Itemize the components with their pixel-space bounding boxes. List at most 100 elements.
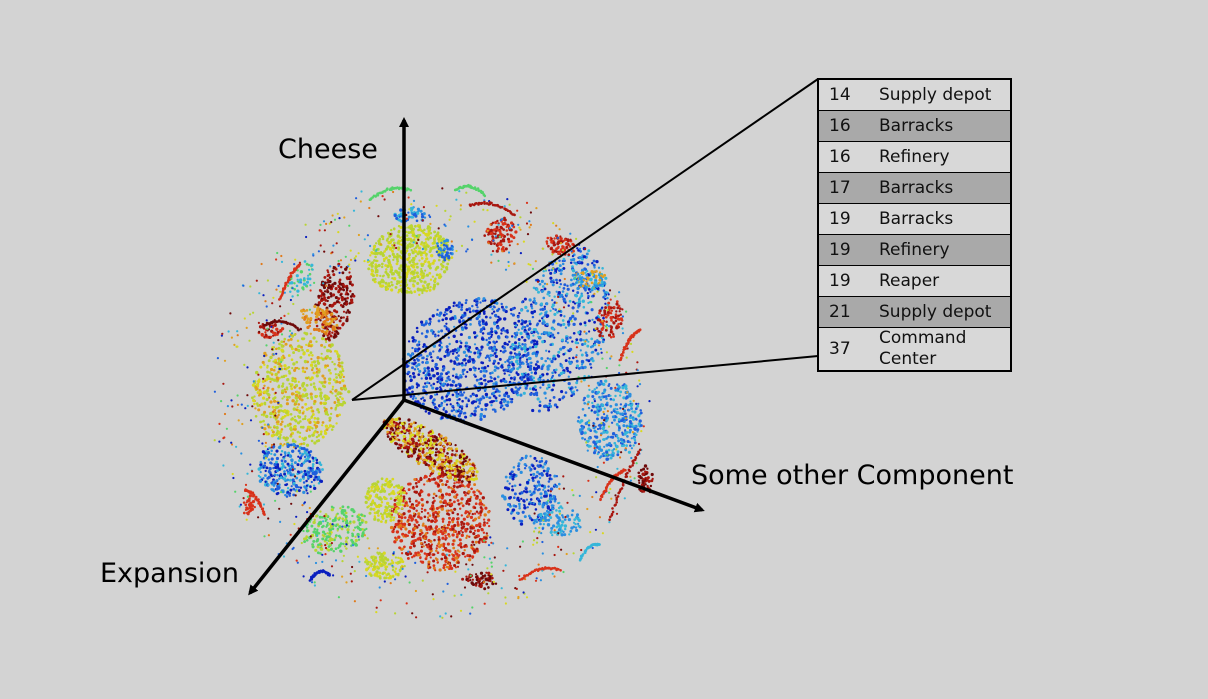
embedding-point <box>581 436 584 440</box>
embedding-point <box>317 410 321 414</box>
embedding-point <box>551 327 555 331</box>
embedding-point <box>442 384 445 388</box>
embedding-point <box>563 315 566 318</box>
embedding-point <box>431 261 435 265</box>
embedding-point <box>562 266 566 270</box>
embedding-point <box>408 482 412 486</box>
embedding-point <box>444 536 448 540</box>
embedding-point <box>291 478 295 482</box>
embedding-point <box>401 503 404 507</box>
embedding-point <box>321 357 325 361</box>
embedding-point <box>443 399 447 403</box>
embedding-point <box>534 367 539 371</box>
embedding-point <box>451 374 455 377</box>
embedding-point <box>420 332 424 335</box>
embedding-point <box>341 379 345 383</box>
embedding-point <box>451 393 455 397</box>
embedding-point <box>263 384 266 387</box>
embedding-point <box>436 476 440 480</box>
embedding-point <box>391 424 395 428</box>
embedding-point <box>475 298 478 301</box>
embedding-point <box>415 265 419 269</box>
embedding-point <box>489 354 493 358</box>
embedding-point <box>552 369 556 372</box>
embedding-point <box>408 545 413 550</box>
embedding-point <box>495 315 498 318</box>
embedding-point <box>429 441 433 445</box>
embedding-point <box>415 383 419 386</box>
embedding-point <box>514 324 518 327</box>
embedding-point <box>591 359 595 363</box>
embedding-point <box>464 363 467 367</box>
embedding-point <box>344 540 348 543</box>
embedding-point <box>447 520 451 524</box>
embedding-point <box>587 249 591 253</box>
embedding-point <box>538 282 542 286</box>
embedding-point <box>319 394 323 398</box>
embedding-point <box>371 499 375 502</box>
embedding-point <box>609 453 612 457</box>
embedding-point <box>415 326 419 330</box>
embedding-point <box>427 493 431 497</box>
embedding-point <box>501 328 505 332</box>
embedding-point <box>290 418 293 421</box>
embedding-point <box>304 415 307 418</box>
embedding-point <box>592 259 596 263</box>
embedding-point <box>464 493 467 497</box>
embedding-point <box>578 260 581 264</box>
embedding-point <box>320 381 324 385</box>
embedding-point <box>605 437 608 440</box>
embedding-point <box>528 357 532 360</box>
embedding-point <box>299 420 302 423</box>
embedding-point <box>492 362 496 365</box>
embedding-point <box>475 470 479 474</box>
embedding-point <box>597 340 601 345</box>
embedding-point <box>432 513 435 517</box>
embedding-point <box>598 427 602 430</box>
embedding-point <box>460 308 463 311</box>
embedding-point <box>289 385 293 388</box>
embedding-point <box>334 534 338 537</box>
embedding-point <box>316 551 320 555</box>
embedding-point <box>313 399 317 403</box>
embedding-point <box>428 566 432 569</box>
embedding-point <box>421 425 425 429</box>
embedding-point <box>422 545 425 548</box>
embedding-point <box>587 439 590 443</box>
embedding-point <box>621 412 625 416</box>
embedding-point <box>591 262 594 265</box>
embedding-point <box>290 392 295 396</box>
embedding-point <box>310 439 314 443</box>
embedding-point <box>444 534 447 538</box>
embedding-point <box>436 356 440 360</box>
embedding-point <box>394 269 398 273</box>
embedding-point <box>509 351 513 355</box>
embedding-point <box>531 345 535 349</box>
embedding-point <box>475 549 479 553</box>
embedding-point <box>609 397 613 401</box>
embedding-point <box>371 278 376 282</box>
embedding-point <box>464 341 468 345</box>
embedding-point <box>423 259 427 264</box>
embedding-point <box>523 349 527 353</box>
embedding-point <box>580 419 584 423</box>
embedding-point <box>391 246 395 249</box>
embedding-point <box>555 368 558 372</box>
embedding-point <box>437 540 441 543</box>
embedding-point <box>549 487 554 491</box>
embedding-point <box>400 552 404 555</box>
embedding-point <box>408 361 411 365</box>
embedding-point <box>317 481 321 485</box>
embedding-point <box>342 375 345 379</box>
embedding-point <box>444 410 448 414</box>
embedding-point <box>434 362 438 367</box>
embedding-point <box>303 540 307 544</box>
embedding-point <box>418 429 421 432</box>
embedding-point <box>593 388 597 391</box>
embedding-point <box>383 497 386 500</box>
embedding-point <box>302 446 306 451</box>
embedding-point <box>407 231 411 235</box>
embedding-point <box>407 518 410 522</box>
embedding-point <box>284 483 288 487</box>
embedding-point <box>449 566 454 571</box>
